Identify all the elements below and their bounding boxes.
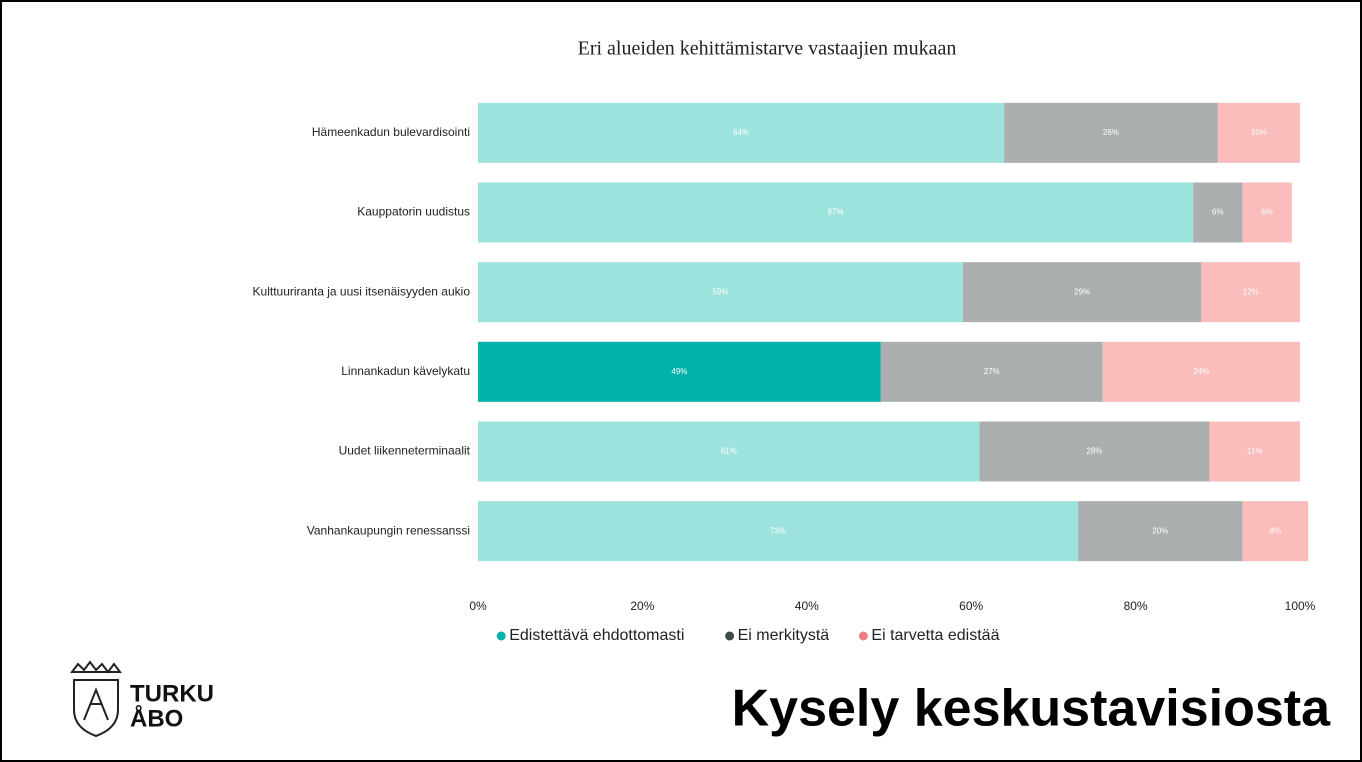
data-label: 6% — [1261, 208, 1273, 217]
bar-segment — [478, 262, 963, 323]
data-label: 29% — [1074, 287, 1090, 296]
bar-segment — [478, 102, 1005, 163]
x-tick-label: 80% — [1124, 599, 1148, 613]
x-tick-label: 40% — [795, 599, 819, 613]
y-tick-label: Linnankadun kävelykatu — [341, 364, 470, 378]
legend-label: Ei merkitystä — [738, 627, 830, 644]
bar-segment — [1193, 182, 1243, 243]
bar-segment — [1217, 102, 1300, 163]
bar-segment — [478, 182, 1194, 243]
logo-text: ÅBO — [130, 704, 183, 732]
bar-segment — [1209, 421, 1300, 482]
data-label: 59% — [712, 287, 728, 296]
data-label: 61% — [721, 447, 737, 456]
data-label: 26% — [1103, 128, 1119, 137]
y-tick-label: Uudet liikenneterminaalit — [339, 444, 471, 458]
bar-segment — [979, 421, 1210, 482]
legend-label: Edistettävä ehdottomasti — [509, 627, 684, 644]
data-label: 20% — [1152, 526, 1168, 535]
y-tick-label: Kulttuuriranta ja uusi itsenäisyyden auk… — [253, 284, 471, 298]
x-tick-label: 20% — [630, 599, 654, 613]
bar-segment — [1102, 341, 1300, 402]
bar-segment — [1242, 182, 1292, 243]
data-label: 73% — [770, 526, 786, 535]
bar-segment — [478, 341, 881, 402]
legend-swatch — [725, 631, 735, 641]
data-label: 24% — [1193, 367, 1209, 376]
y-tick-label: Kauppatorin uudistus — [357, 205, 470, 219]
legend-swatch — [496, 631, 506, 641]
logo-text: TURKU — [130, 680, 214, 707]
bar-segment — [1201, 262, 1300, 323]
data-label: 27% — [984, 367, 1000, 376]
data-label: 87% — [828, 208, 844, 217]
bar-segment — [1004, 102, 1218, 163]
data-label: 12% — [1243, 287, 1259, 296]
x-tick-label: 100% — [1285, 599, 1316, 613]
data-label: 28% — [1086, 447, 1102, 456]
x-tick-label: 0% — [469, 599, 487, 613]
y-tick-label: Vanhankaupungin renessanssi — [307, 523, 470, 537]
data-label: 11% — [1247, 447, 1262, 456]
bar-segment — [478, 421, 980, 482]
bar-segment — [478, 501, 1079, 562]
bar-segment — [962, 262, 1202, 323]
legend-label: Ei tarvetta edistää — [871, 627, 999, 644]
data-label: 8% — [1270, 526, 1282, 535]
data-label: 6% — [1212, 208, 1224, 217]
logo-crest — [70, 660, 122, 738]
data-label: 10% — [1251, 128, 1267, 137]
bar-segment — [1078, 501, 1243, 562]
bar-segment — [1242, 501, 1309, 562]
slide-title: Kysely keskustavisiosta — [732, 680, 1331, 738]
x-tick-label: 60% — [959, 599, 983, 613]
chart-title: Eri alueiden kehittämistarve vastaajien … — [578, 38, 957, 60]
data-label: 49% — [671, 367, 687, 376]
legend-swatch — [858, 631, 868, 641]
data-label: 64% — [733, 128, 749, 137]
bar-segment — [880, 341, 1103, 402]
y-tick-label: Hämeenkadun bulevardisointi — [312, 125, 470, 139]
